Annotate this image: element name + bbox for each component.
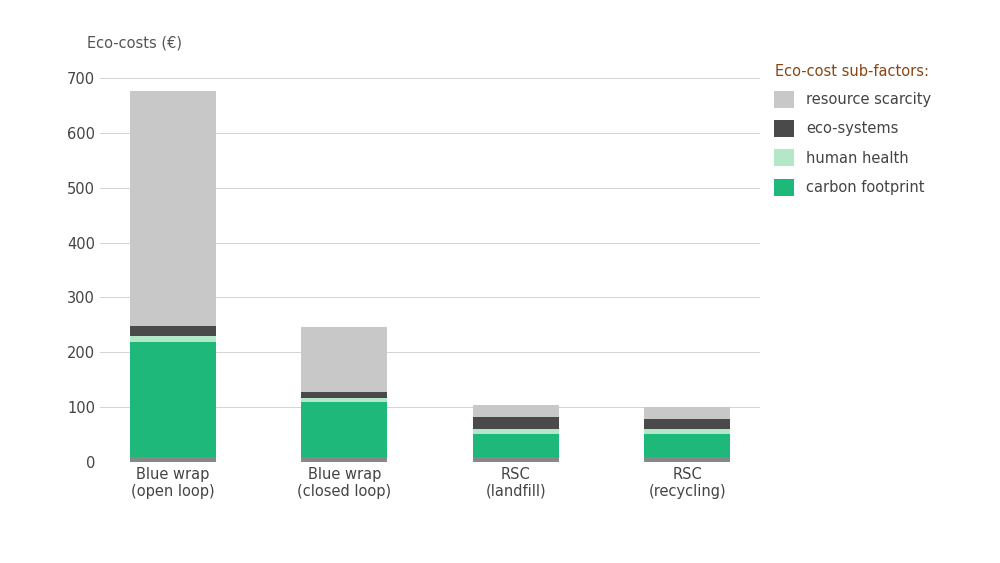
Bar	[644, 457, 730, 462]
Bar	[473, 457, 559, 462]
Bar	[301, 391, 387, 398]
Bar	[130, 336, 216, 342]
Bar	[644, 419, 730, 430]
Bar	[644, 408, 730, 419]
Bar	[644, 430, 730, 434]
Bar	[644, 434, 730, 457]
Bar	[130, 326, 216, 336]
Bar	[130, 457, 216, 462]
Bar	[301, 398, 387, 403]
Bar	[473, 405, 559, 417]
Legend: resource scarcity, eco-systems, human health, carbon footprint: resource scarcity, eco-systems, human he…	[774, 64, 931, 195]
Bar	[301, 327, 387, 391]
Text: Eco-costs (€): Eco-costs (€)	[87, 36, 182, 51]
Bar	[301, 403, 387, 457]
Bar	[130, 91, 216, 326]
Bar	[473, 434, 559, 457]
Bar	[301, 457, 387, 462]
Bar	[473, 430, 559, 434]
Bar	[473, 417, 559, 430]
Bar	[130, 342, 216, 457]
